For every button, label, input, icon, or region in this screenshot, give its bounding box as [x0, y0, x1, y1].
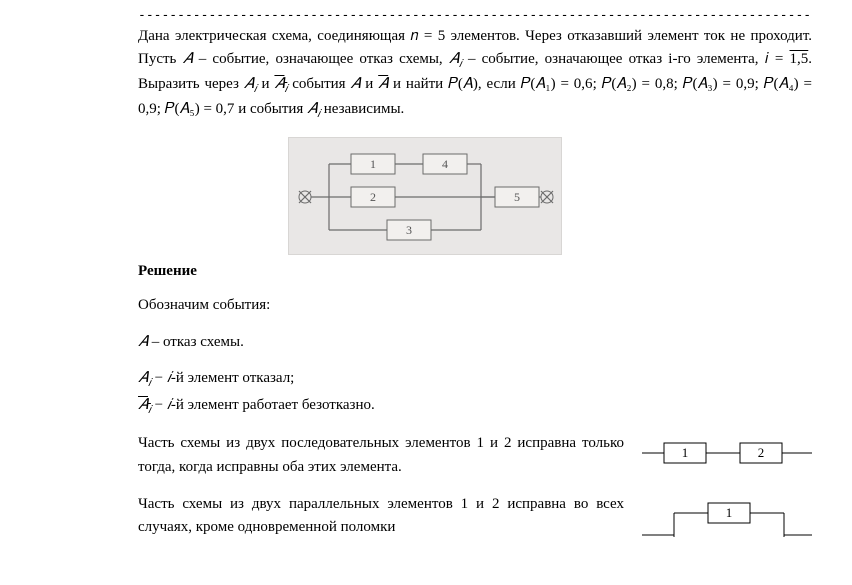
solution-heading: Решение: [138, 263, 812, 280]
i-range: 𝑖 = 1,5: [765, 51, 809, 67]
problem-text: Дана электрическая схема, соединяющая 𝑛 …: [138, 25, 812, 123]
sep: ;: [755, 76, 764, 92]
sym-A2: 𝐴: [350, 76, 360, 92]
p3: 𝑃(𝐴₃) = 0,9: [683, 76, 755, 92]
circuit-diagram: 1 4 2 5 3: [288, 137, 562, 255]
box-3-label: 3: [406, 223, 412, 237]
p1: 𝑃(𝐴₁) = 0,6: [521, 76, 593, 92]
n-eq: 𝑛 = 5: [410, 28, 445, 44]
box-1-label: 1: [370, 157, 376, 171]
txt: независимы.: [320, 101, 404, 117]
sym-Abar: 𝐴: [378, 76, 388, 92]
sym-Ai3: 𝐴𝑖: [307, 101, 320, 117]
box-2-label: 2: [370, 190, 376, 204]
mini-par-1: 1: [726, 505, 733, 520]
txt: и найти: [388, 76, 448, 92]
p5: 𝑃(𝐴₅) = 0,7: [165, 101, 235, 117]
mini-series-2: 2: [758, 445, 765, 460]
sep: ;: [593, 76, 602, 92]
txt: и события: [234, 101, 307, 117]
sep: ;: [674, 76, 683, 92]
txt: , если: [478, 76, 521, 92]
sym-Ai2: 𝐴𝑖: [244, 76, 257, 92]
series-paragraph: Часть схемы из двух последовательных эле…: [138, 432, 812, 479]
parallel-text: Часть схемы из двух параллельных элемент…: [138, 493, 642, 540]
parallel-paragraph: Часть схемы из двух параллельных элемент…: [138, 493, 812, 540]
box-4-label: 4: [442, 157, 448, 171]
solution-event-A: 𝐴 – отказ схемы.: [138, 331, 812, 354]
txt: – событие, означающее отказ схемы,: [193, 51, 449, 67]
box-5-label: 5: [514, 190, 520, 204]
parallel-diagram: 1: [642, 493, 812, 537]
txt: и: [257, 76, 275, 92]
p2: 𝑃(𝐴₂) = 0,8: [602, 76, 674, 92]
separator-line: ----------------------------------------…: [138, 8, 812, 23]
series-diagram: 1 2: [642, 432, 812, 468]
sym-Aibar: 𝐴𝑖: [274, 76, 287, 92]
series-text: Часть схемы из двух последовательных эле…: [138, 432, 642, 479]
solution-event-Aibar: 𝐴𝑖 − 𝑖-й элемент работает безотказно.: [138, 394, 812, 419]
mini-series-1: 1: [682, 445, 689, 460]
sym-Ai: 𝐴𝑖: [449, 51, 462, 67]
sep2: ;: [157, 101, 165, 117]
txt: события: [287, 76, 350, 92]
sym-A: 𝐴: [183, 51, 193, 67]
PA: 𝑃(𝐴): [448, 76, 478, 92]
txt: – событие, означающее отказ i-го элемент…: [462, 51, 765, 67]
txt: Дана электрическая схема, соединяющая: [138, 28, 410, 44]
txt: и: [360, 76, 378, 92]
solution-line-1: Обозначим события:: [138, 294, 812, 317]
solution-event-Ai: 𝐴𝑖 − 𝑖-й элемент отказал;: [138, 367, 812, 392]
